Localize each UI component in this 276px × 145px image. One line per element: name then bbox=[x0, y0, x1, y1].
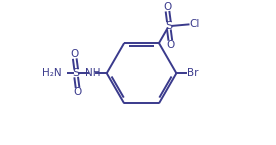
Text: Br: Br bbox=[187, 68, 198, 78]
Text: NH: NH bbox=[85, 68, 100, 78]
Text: O: O bbox=[73, 87, 82, 97]
Text: H₂N: H₂N bbox=[42, 68, 61, 78]
Text: Cl: Cl bbox=[190, 19, 200, 29]
Text: S: S bbox=[73, 68, 80, 78]
Text: S: S bbox=[165, 21, 172, 31]
Text: O: O bbox=[163, 2, 172, 12]
Text: O: O bbox=[71, 49, 79, 59]
Text: O: O bbox=[166, 40, 174, 50]
